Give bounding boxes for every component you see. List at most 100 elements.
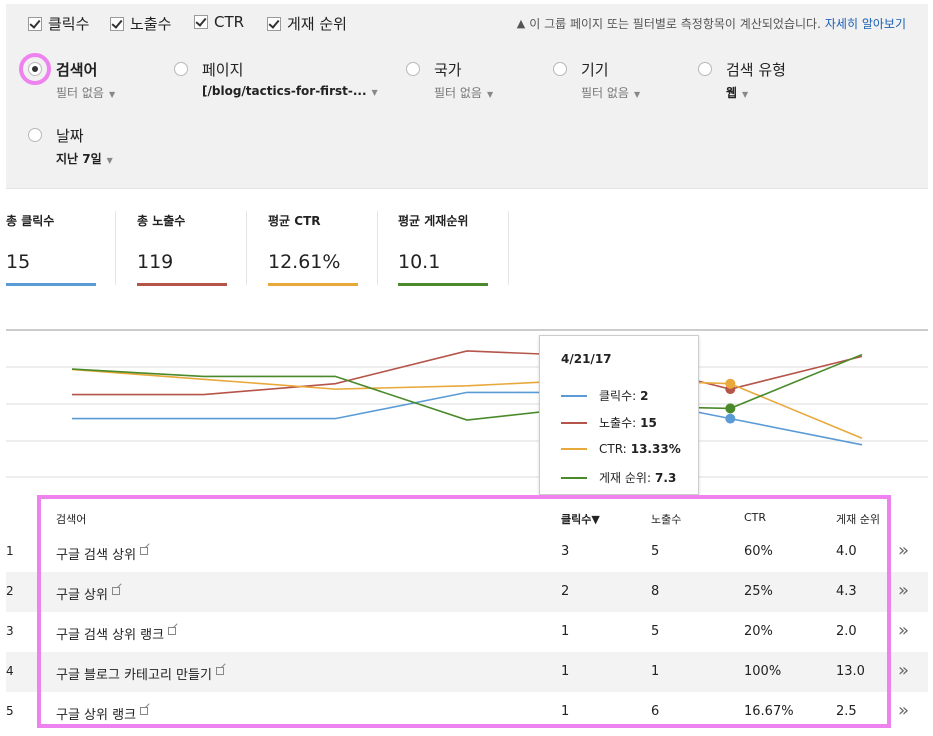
checkbox-icon[interactable] — [110, 16, 124, 31]
radio-icon[interactable] — [174, 62, 188, 76]
stat-card-ctr[interactable]: 평균 CTR 12.61% — [268, 212, 368, 286]
caret-down-icon: ▼ — [108, 90, 116, 99]
external-link-icon[interactable] — [140, 707, 149, 715]
tooltip-row: 클릭수: 2 — [561, 387, 649, 404]
impressions-cell: 6 — [651, 704, 660, 719]
divider — [377, 211, 378, 285]
checkbox-impressions[interactable]: 노출수 — [110, 13, 171, 34]
series-line — [72, 391, 863, 446]
impressions-cell: 5 — [651, 544, 660, 559]
external-link-icon[interactable] — [111, 587, 120, 595]
clicks-cell: 1 — [561, 624, 570, 639]
table-row[interactable]: 1 구글 검색 상위 3 5 60% 4.0 » — [6, 532, 928, 572]
stat-title: 총 클릭수 — [6, 214, 55, 228]
ctr-cell: 16.67% — [744, 704, 794, 719]
stat-card-impressions[interactable]: 총 노출수 119 — [137, 212, 237, 286]
checkbox-icon[interactable] — [28, 16, 42, 31]
legend-swatch — [561, 421, 587, 424]
position-cell: 4.3 — [836, 584, 857, 599]
query-cell[interactable]: 구글 검색 상위 랭크 — [56, 624, 177, 643]
column-header-position[interactable]: 게재 순위 — [836, 513, 880, 526]
table-row[interactable]: 4 구글 블로그 카테고리 만들기 1 1 100% 13.0 » — [6, 652, 928, 692]
dimension-filter-dropdown[interactable]: [/blog/tactics-for-first-... ▼ — [202, 84, 378, 98]
column-header-clicks[interactable]: 클릭수▼ — [561, 513, 600, 526]
double-chevron-right-icon[interactable]: » — [898, 700, 910, 721]
position-cell: 2.5 — [836, 704, 857, 719]
table-row[interactable]: 2 구글 상위 2 8 25% 4.3 » — [6, 572, 928, 612]
radio-icon[interactable] — [698, 62, 712, 76]
external-link-icon[interactable] — [140, 547, 149, 555]
dimension-filter-dropdown[interactable]: 웹 ▼ — [726, 86, 749, 100]
clicks-cell: 1 — [561, 664, 570, 679]
radio-icon[interactable] — [553, 62, 567, 76]
notice-text: 이 그룹 페이지 또는 필터별로 측정항목이 계산되었습니다. — [529, 17, 821, 31]
external-link-icon[interactable] — [168, 627, 177, 635]
checkbox-label: 노출수 — [130, 15, 172, 33]
column-header-ctr[interactable]: CTR — [744, 511, 767, 524]
dimension-filter-dropdown[interactable]: 지난 7일 ▼ — [56, 152, 113, 166]
ctr-cell: 25% — [744, 584, 773, 599]
impressions-cell: 8 — [651, 584, 660, 599]
stat-card-position[interactable]: 평균 게재순위 10.1 — [398, 212, 498, 286]
metric-notice: ▲ 이 그룹 페이지 또는 필터별로 측정항목이 계산되었습니다. 자세히 알아… — [517, 15, 906, 32]
radio-icon[interactable] — [406, 62, 420, 76]
stat-title: 총 노출수 — [137, 214, 186, 228]
tooltip-value: 15 — [640, 415, 657, 430]
column-header-impressions[interactable]: 노출수 — [651, 513, 682, 526]
stat-value: 12.61% — [268, 251, 341, 273]
double-chevron-right-icon[interactable]: » — [898, 580, 910, 601]
checkbox-clicks[interactable]: 클릭수 — [28, 13, 89, 34]
radio-icon[interactable] — [28, 128, 42, 142]
dimension-filter-dropdown[interactable]: 필터 없음 ▼ — [434, 86, 494, 100]
checkbox-label: CTR — [214, 13, 245, 31]
column-header-query[interactable]: 검색어 — [56, 513, 87, 526]
caret-down-icon: ▼ — [486, 90, 494, 99]
double-chevron-right-icon[interactable]: » — [898, 660, 910, 681]
dimension-label: 검색어 — [56, 61, 98, 79]
table-row[interactable]: 3 구글 검색 상위 랭크 1 5 20% 2.0 » — [6, 612, 928, 652]
position-cell: 4.0 — [836, 544, 857, 559]
checkbox-icon[interactable] — [194, 15, 208, 29]
dimension-label: 페이지 — [202, 61, 244, 79]
caret-down-icon: ▼ — [371, 88, 378, 97]
checkbox-ctr[interactable]: CTR — [194, 13, 244, 31]
table-row[interactable]: 5 구글 상위 랭크 1 6 16.67% 2.5 » — [6, 692, 928, 732]
query-cell[interactable]: 구글 상위 랭크 — [56, 704, 149, 723]
stat-color-bar — [398, 283, 488, 286]
impressions-cell: 5 — [651, 624, 660, 639]
table-header: 검색어 클릭수▼ 노출수 CTR 게재 순위 — [6, 500, 928, 536]
double-chevron-right-icon[interactable]: » — [898, 620, 910, 641]
warning-icon: ▲ — [516, 17, 526, 30]
query-cell[interactable]: 구글 블로그 카테고리 만들기 — [56, 664, 224, 683]
stat-value: 119 — [137, 251, 174, 273]
stat-color-bar — [137, 283, 227, 286]
row-index: 1 — [6, 544, 14, 558]
tooltip-value: 13.33% — [630, 442, 681, 456]
query-cell[interactable]: 구글 상위 — [56, 584, 120, 603]
divider — [115, 211, 116, 285]
radio-icon[interactable] — [28, 62, 42, 76]
data-point[interactable] — [725, 403, 736, 414]
dimension-label: 국가 — [434, 61, 462, 79]
tooltip-row: 게재 순위: 7.3 — [561, 469, 676, 486]
row-index: 5 — [6, 704, 14, 718]
data-point[interactable] — [725, 413, 736, 424]
query-cell[interactable]: 구글 검색 상위 — [56, 544, 149, 563]
learn-more-link[interactable]: 자세히 알아보기 — [824, 17, 906, 31]
ctr-cell: 60% — [744, 544, 773, 559]
data-point[interactable] — [725, 378, 736, 389]
checkbox-icon[interactable] — [267, 16, 281, 31]
external-link-icon[interactable] — [215, 667, 224, 675]
row-index: 3 — [6, 624, 14, 638]
tooltip-label: 게재 순위: — [599, 471, 652, 485]
caret-down-icon: ▼ — [106, 156, 113, 165]
double-chevron-right-icon[interactable]: » — [898, 540, 910, 561]
performance-chart[interactable] — [0, 322, 933, 492]
checkbox-position[interactable]: 게재 순위 — [267, 13, 347, 34]
tooltip-date: 4/21/17 — [561, 352, 612, 366]
dimension-filter-dropdown[interactable]: 필터 없음 ▼ — [581, 86, 641, 100]
dimension-filter-dropdown[interactable]: 필터 없음 ▼ — [56, 86, 116, 100]
stat-card-clicks[interactable]: 총 클릭수 15 — [6, 212, 106, 286]
clicks-cell: 3 — [561, 544, 570, 559]
tooltip-label: 클릭수: — [599, 389, 637, 403]
